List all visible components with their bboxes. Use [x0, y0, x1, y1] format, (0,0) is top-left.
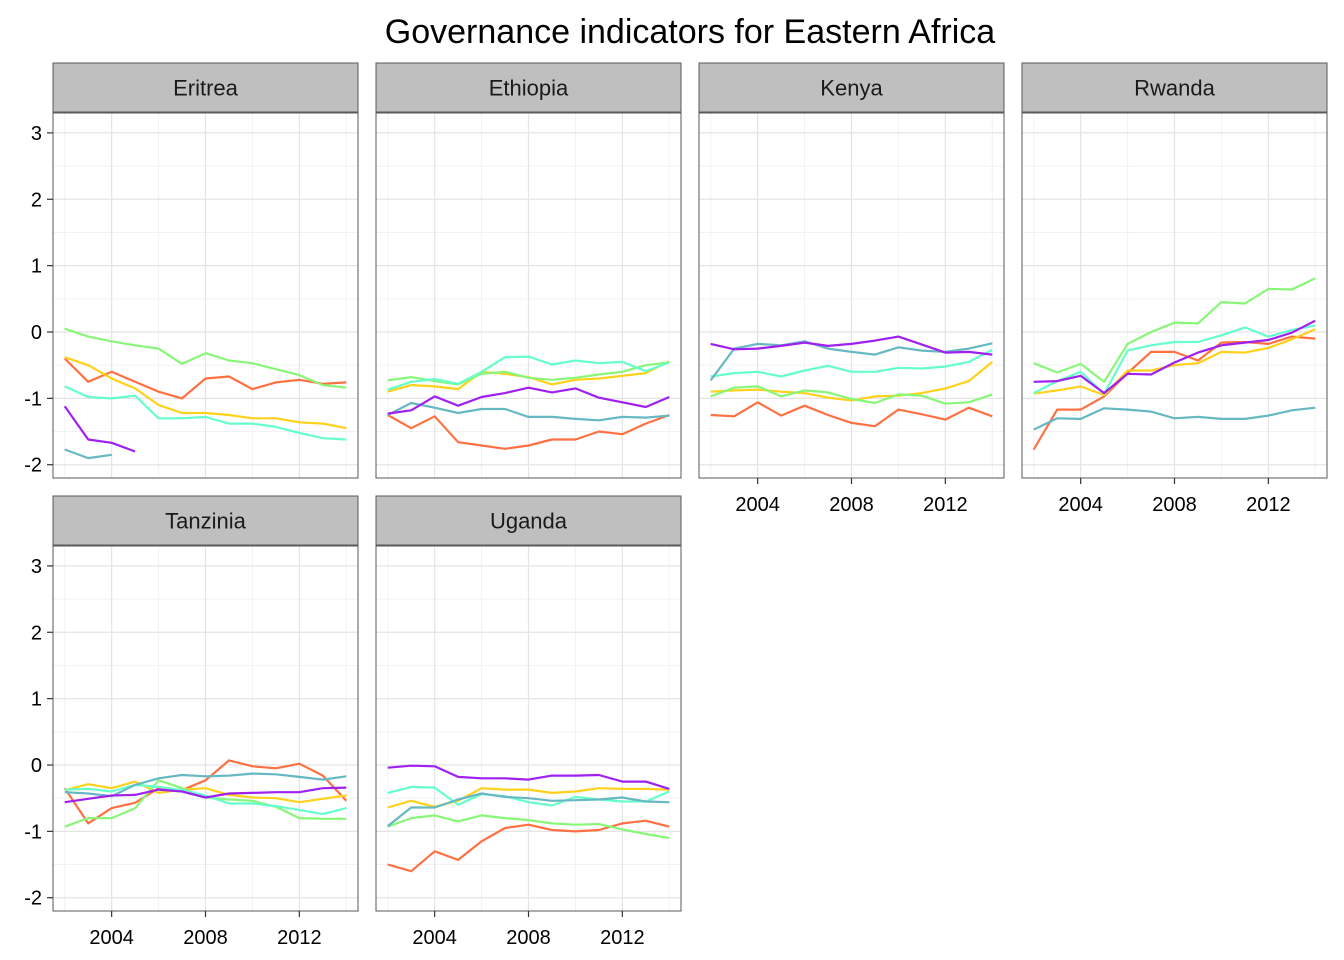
- x-tick-label: 2004: [412, 927, 457, 949]
- y-tick-label: 2: [31, 622, 42, 644]
- y-tick-label: 3: [31, 556, 42, 578]
- series-line-6: [63, 405, 136, 453]
- series-line-6: [387, 386, 670, 415]
- series-line-4: [387, 355, 670, 391]
- facet-strip: [52, 495, 359, 546]
- y-tick-label: 1: [31, 689, 42, 711]
- facet-strip-label: Kenya: [820, 76, 883, 101]
- panel-kenya: Kenya 2004 2008 2012: [698, 62, 1005, 516]
- facet-strip-label: Uganda: [490, 509, 568, 534]
- series-line-4: [64, 385, 347, 441]
- y-tick-label: -2: [24, 888, 42, 910]
- y-tick-label: 2: [31, 189, 42, 211]
- series-line-2: [64, 780, 347, 804]
- x-tick-label: 2008: [506, 927, 551, 949]
- y-tick-label: -2: [24, 455, 42, 477]
- series-line-1: [387, 413, 670, 450]
- facet-strip: [698, 62, 1005, 113]
- facet-strip-label: Eritrea: [173, 76, 239, 101]
- x-tick-label: 2004: [1058, 494, 1103, 516]
- series-line-1: [387, 819, 670, 873]
- series-line-2: [710, 361, 993, 402]
- panel-eritrea: Eritrea -2 -1 0 1 2 3: [24, 62, 359, 479]
- series-line-4: [710, 348, 993, 378]
- series-line-4: [1033, 324, 1316, 395]
- facet-strip-label: Ethiopia: [489, 76, 569, 101]
- series-line-3: [1033, 277, 1316, 383]
- series-line-3: [387, 814, 670, 840]
- series-line-4: [387, 785, 670, 807]
- panel-rwanda: Rwanda 2004 2008 2012: [1021, 62, 1328, 516]
- series-line-1: [1032, 335, 1316, 451]
- facet-strip: [52, 62, 359, 113]
- series-line-6: [64, 786, 347, 804]
- facet-strip: [375, 62, 682, 113]
- x-tick-label: 2012: [1246, 494, 1291, 516]
- chart-title: Governance indicators for Eastern Africa: [385, 13, 995, 51]
- y-tick-label: 3: [31, 123, 42, 145]
- y-tick-label: 0: [31, 755, 42, 777]
- panel-border: [375, 112, 682, 479]
- series-line-1: [710, 401, 993, 428]
- series-line-5: [387, 401, 670, 422]
- series-line-6: [1033, 319, 1316, 395]
- y-tick-label: -1: [24, 821, 42, 843]
- x-tick-label: 2004: [735, 494, 780, 516]
- series-line-1: [63, 357, 347, 400]
- series-line-6: [387, 764, 670, 790]
- panel-border: [52, 112, 359, 479]
- facet-strip: [375, 495, 682, 546]
- facet-strip-label: Rwanda: [1134, 76, 1215, 101]
- panel-ethiopia: Ethiopia: [375, 62, 682, 479]
- y-tick-label: 0: [31, 322, 42, 344]
- x-tick-label: 2012: [923, 494, 968, 516]
- series-line-5: [387, 792, 670, 827]
- x-tick-label: 2008: [829, 494, 874, 516]
- series-line-2: [64, 356, 347, 430]
- series-line-5: [1033, 406, 1316, 431]
- series-line-2: [1033, 328, 1316, 397]
- series-line-1: [63, 759, 348, 825]
- series-line-5: [64, 448, 112, 460]
- x-tick-label: 2004: [89, 927, 134, 949]
- series-line-3: [710, 385, 993, 405]
- x-tick-label: 2012: [277, 927, 322, 949]
- panel-uganda: Uganda 2004 2008 2012: [375, 495, 682, 949]
- facet-strip-label: Tanzinia: [165, 509, 246, 534]
- series-line-4: [64, 783, 347, 816]
- x-tick-label: 2008: [183, 927, 228, 949]
- y-tick-label: 1: [31, 256, 42, 278]
- series-line-3: [64, 327, 347, 389]
- series-line-3: [387, 361, 670, 386]
- y-tick-label: -1: [24, 388, 42, 410]
- series-line-6: [710, 335, 993, 356]
- panel-tanzinia: Tanzinia -2 -1 0 1 2 3 2004 2008 2012: [24, 495, 359, 949]
- x-tick-label: 2008: [1152, 494, 1197, 516]
- x-tick-label: 2012: [600, 927, 645, 949]
- facet-strip: [1021, 62, 1328, 113]
